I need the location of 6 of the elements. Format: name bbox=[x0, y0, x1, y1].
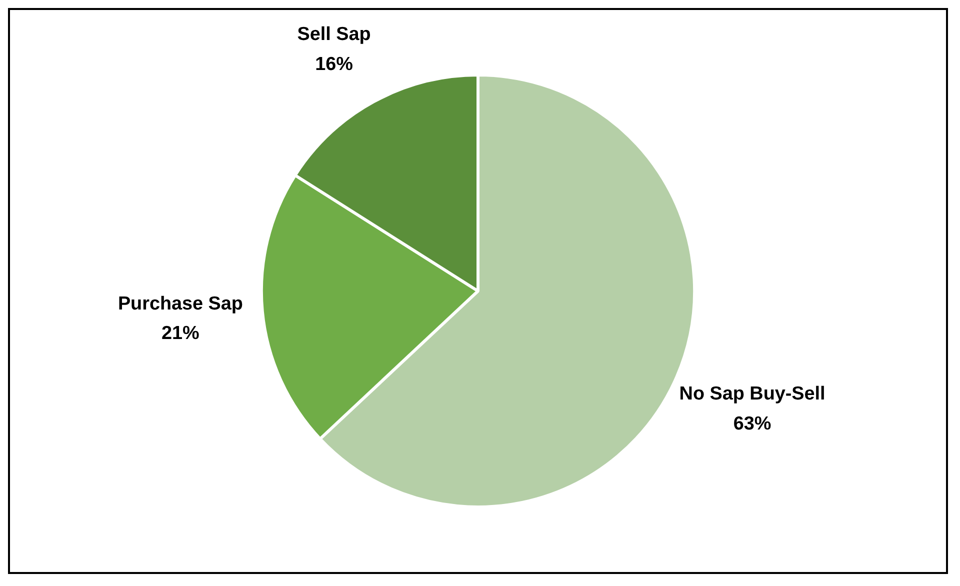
data-label: 63% bbox=[733, 413, 772, 434]
data-label: 21% bbox=[162, 323, 200, 344]
data-label: 16% bbox=[315, 54, 354, 75]
slice-label: Sell Sap bbox=[297, 24, 371, 46]
slice-label: Purchase Sap bbox=[118, 293, 243, 314]
slice-label: No Sap Buy-Sell bbox=[679, 384, 826, 405]
